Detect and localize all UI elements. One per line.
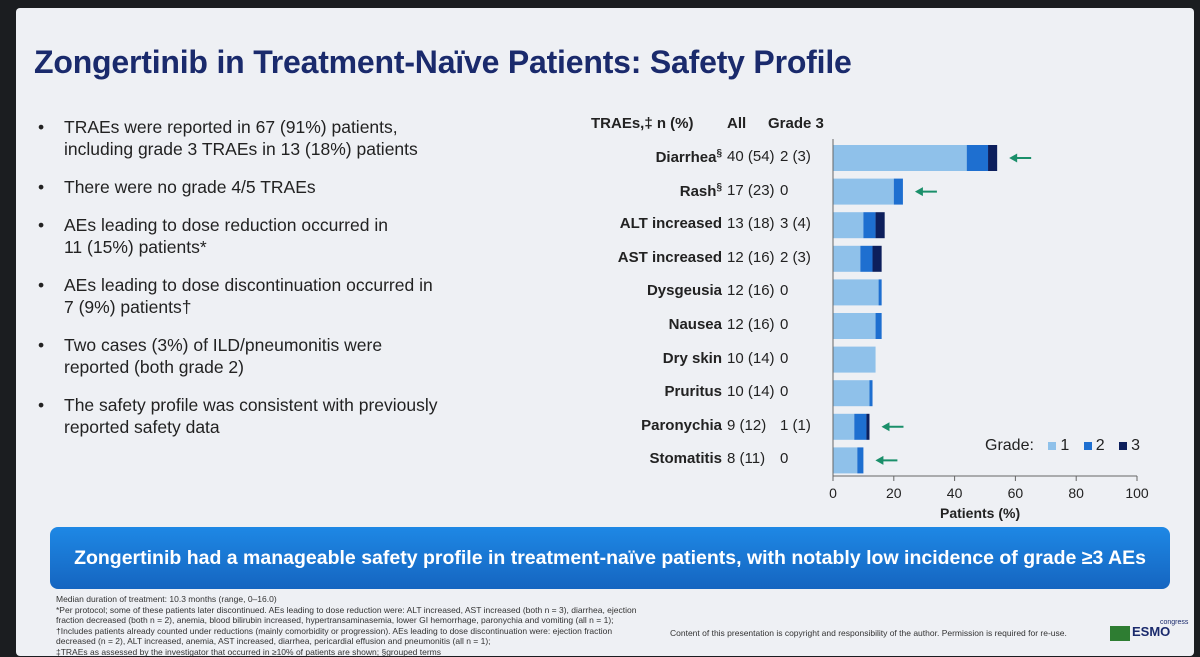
arrow-icon [881, 422, 903, 431]
logo-mark-icon [1110, 626, 1130, 641]
copyright-notice: Content of this presentation is copyrigh… [670, 628, 1067, 638]
bar-dysgeusia-grade-2 [879, 279, 882, 305]
bar-stomatitis-grade-2 [857, 447, 863, 473]
legend-title: Grade: [985, 437, 1034, 454]
bar-nausea-grade-1 [833, 313, 876, 339]
x-tick-label: 80 [1068, 485, 1084, 501]
bar-diarrhea-grade-3 [988, 145, 997, 171]
logo-subtitle: congress [1160, 619, 1188, 626]
legend-label-grade-2: 2 [1096, 437, 1105, 454]
bar-ast-increased-grade-2 [860, 246, 872, 272]
bar-alt-increased-grade-3 [876, 212, 885, 238]
bar-rash-grade-1 [833, 179, 894, 205]
legend-label-grade-3: 3 [1131, 437, 1140, 454]
bar-dry-skin-grade-1 [833, 347, 876, 373]
esmo-congress-logo: ESMO congress [1110, 620, 1188, 644]
x-tick-label: 60 [1008, 485, 1024, 501]
bar-stomatitis-grade-1 [833, 447, 857, 473]
footnote-line: Median duration of treatment: 10.3 month… [56, 594, 676, 605]
legend-label-grade-1: 1 [1060, 437, 1069, 454]
arrow-head [875, 456, 883, 465]
bar-pruritus-grade-1 [833, 380, 869, 406]
footnote-line: *Per protocol; some of these patients la… [56, 605, 676, 616]
bar-alt-increased-grade-2 [863, 212, 875, 238]
footnote-line: decreased (n = 2), ALT increased, anemia… [56, 636, 676, 647]
bar-alt-increased-grade-1 [833, 212, 863, 238]
bar-nausea-grade-2 [876, 313, 882, 339]
bar-diarrhea-grade-2 [967, 145, 988, 171]
arrow-head [1009, 154, 1017, 163]
bar-dysgeusia-grade-1 [833, 279, 879, 305]
bar-pruritus-grade-2 [869, 380, 872, 406]
bar-paronychia-grade-2 [854, 414, 866, 440]
arrow-icon [1009, 154, 1031, 163]
bar-paronychia-grade-3 [866, 414, 869, 440]
x-tick-label: 40 [947, 485, 963, 501]
bar-paronychia-grade-1 [833, 414, 854, 440]
x-axis-label: Patients (%) [940, 505, 1020, 521]
footnote-line: †Includes patients already counted under… [56, 626, 676, 637]
arrow-head [915, 187, 923, 196]
arrow-head [881, 422, 889, 431]
arrow-icon [915, 187, 937, 196]
x-tick-label: 20 [886, 485, 902, 501]
legend-swatch-grade-1 [1048, 442, 1056, 450]
footnotes: Median duration of treatment: 10.3 month… [56, 594, 676, 657]
x-tick-label: 100 [1125, 485, 1148, 501]
bar-ast-increased-grade-1 [833, 246, 860, 272]
logo-wordmark: ESMO [1132, 624, 1170, 639]
legend-swatch-grade-3 [1119, 442, 1127, 450]
legend: Grade: 1 2 3 [985, 437, 1140, 455]
x-tick-label: 0 [829, 485, 837, 501]
bar-ast-increased-grade-3 [873, 246, 882, 272]
bar-rash-grade-2 [894, 179, 903, 205]
arrow-icon [875, 456, 897, 465]
bar-diarrhea-grade-1 [833, 145, 967, 171]
footnote-line: fraction decreased (both n = 2), anemia,… [56, 615, 676, 626]
legend-swatch-grade-2 [1084, 442, 1092, 450]
footnote-line: ‡TRAEs as assessed by the investigator t… [56, 647, 676, 657]
key-message-banner: Zongertinib had a manageable safety prof… [50, 527, 1170, 589]
